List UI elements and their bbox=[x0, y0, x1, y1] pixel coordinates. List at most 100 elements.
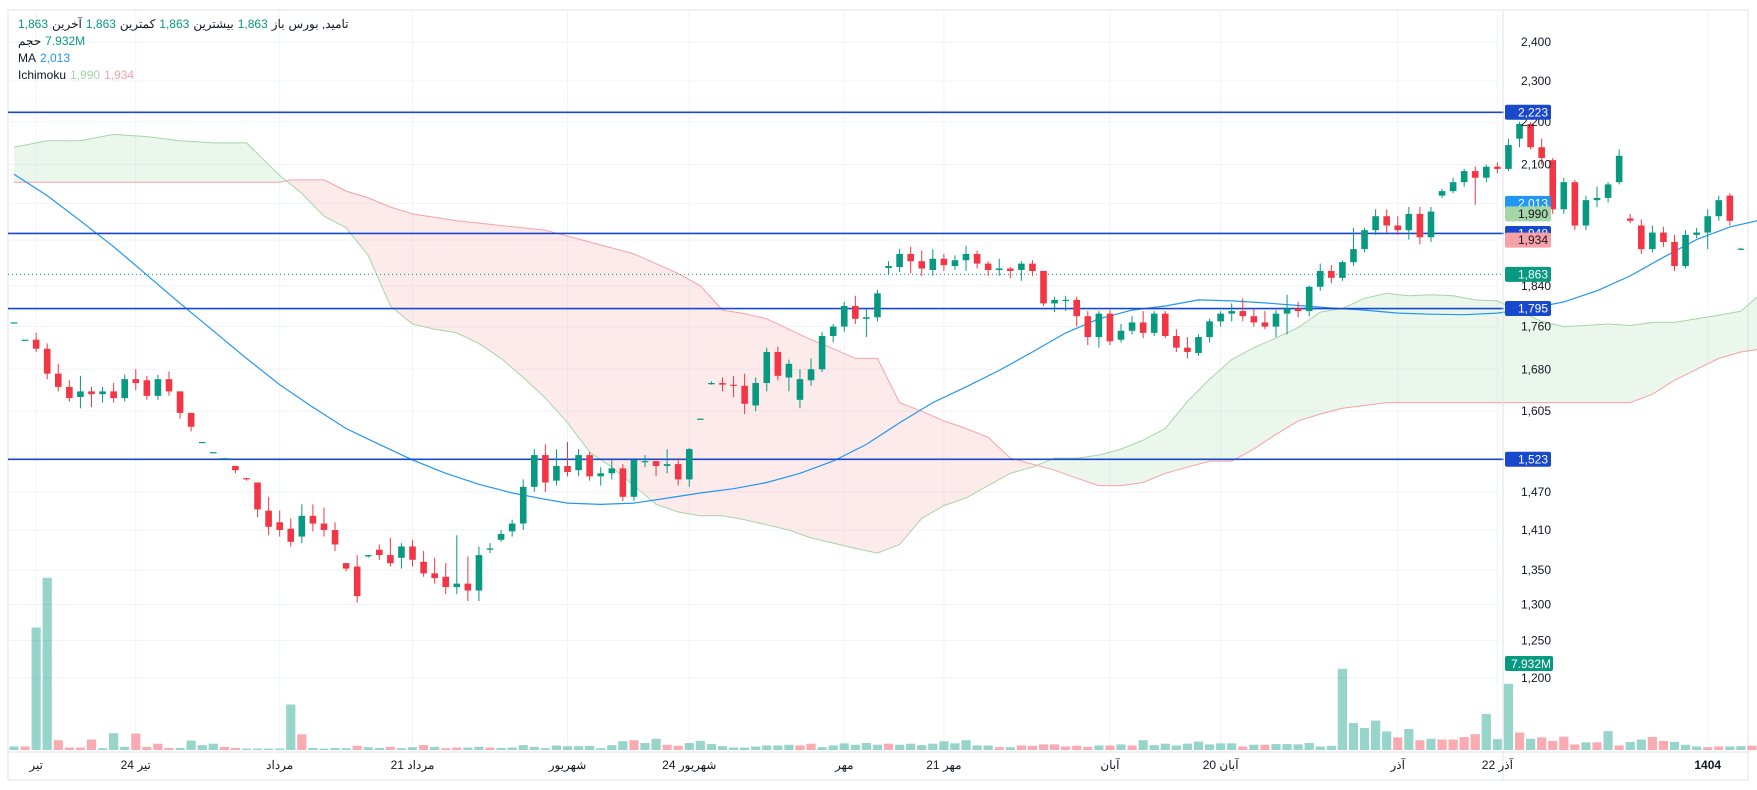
candle-body[interactable] bbox=[652, 461, 660, 466]
candle-body[interactable] bbox=[1704, 216, 1712, 233]
candle-body[interactable] bbox=[398, 546, 405, 558]
candle-body[interactable] bbox=[364, 555, 372, 557]
volume-bar[interactable] bbox=[518, 745, 528, 750]
candle-body[interactable] bbox=[674, 464, 682, 480]
candle-body[interactable] bbox=[896, 253, 903, 268]
candle-body[interactable] bbox=[1361, 230, 1368, 250]
candle-body[interactable] bbox=[1239, 311, 1247, 317]
candle-body[interactable] bbox=[530, 455, 538, 487]
candle-body[interactable] bbox=[1217, 313, 1224, 322]
volume-bar[interactable] bbox=[1658, 740, 1669, 750]
candle-body[interactable] bbox=[1416, 213, 1424, 238]
volume-bar[interactable] bbox=[928, 743, 938, 750]
volume-bar[interactable] bbox=[1559, 736, 1569, 750]
candle-body[interactable] bbox=[1383, 216, 1390, 226]
candle-body[interactable] bbox=[818, 336, 826, 370]
volume-bar[interactable] bbox=[1481, 713, 1491, 750]
candle-body[interactable] bbox=[1394, 225, 1402, 231]
candle-body[interactable] bbox=[840, 305, 848, 327]
candle-body[interactable] bbox=[265, 510, 272, 527]
candle-body[interactable] bbox=[43, 348, 51, 374]
candle-body[interactable] bbox=[110, 391, 117, 399]
volume-bar[interactable] bbox=[1315, 746, 1325, 751]
volume-bar[interactable] bbox=[1382, 731, 1392, 750]
volume-bar[interactable] bbox=[1105, 745, 1115, 750]
candle-body[interactable] bbox=[741, 385, 748, 404]
candle-body[interactable] bbox=[353, 566, 361, 597]
volume-bar[interactable] bbox=[164, 747, 174, 750]
candle-body[interactable] bbox=[1571, 182, 1579, 226]
volume-bar[interactable] bbox=[1592, 742, 1602, 750]
candle-body[interactable] bbox=[10, 322, 18, 324]
volume-bar[interactable] bbox=[275, 748, 285, 750]
volume-bar[interactable] bbox=[1249, 744, 1259, 750]
volume-bar[interactable] bbox=[1171, 745, 1181, 750]
volume-bar[interactable] bbox=[784, 744, 794, 750]
volume-bar[interactable] bbox=[1337, 668, 1347, 750]
volume-bar[interactable] bbox=[883, 743, 894, 750]
candle-body[interactable] bbox=[376, 549, 383, 556]
candle-body[interactable] bbox=[1494, 166, 1501, 169]
volume-bar[interactable] bbox=[1437, 739, 1447, 751]
volume-bar[interactable] bbox=[97, 748, 108, 750]
volume-bar[interactable] bbox=[1359, 727, 1370, 750]
candle-body[interactable] bbox=[752, 383, 759, 406]
volume-bar[interactable] bbox=[1736, 746, 1746, 750]
volume-bar[interactable] bbox=[1160, 743, 1170, 750]
volume-bar[interactable] bbox=[1282, 744, 1292, 750]
volume-bar[interactable] bbox=[529, 746, 539, 750]
volume-bar[interactable] bbox=[585, 745, 595, 750]
volume-bar[interactable] bbox=[1503, 683, 1514, 750]
volume-bar[interactable] bbox=[1083, 746, 1093, 750]
volume-bar[interactable] bbox=[662, 744, 672, 750]
candle-body[interactable] bbox=[1726, 195, 1734, 221]
candle-body[interactable] bbox=[807, 369, 815, 381]
candle-body[interactable] bbox=[331, 530, 339, 545]
volume-bar[interactable] bbox=[1525, 738, 1536, 750]
candle-body[interactable] bbox=[763, 351, 771, 384]
volume-bar[interactable] bbox=[418, 745, 429, 750]
volume-bar[interactable] bbox=[1049, 744, 1060, 750]
candle-body[interactable] bbox=[1671, 241, 1678, 267]
candle-body[interactable] bbox=[1637, 225, 1645, 250]
volume-bar[interactable] bbox=[1448, 739, 1458, 751]
candle-body[interactable] bbox=[708, 383, 715, 385]
candle-body[interactable] bbox=[1007, 268, 1014, 271]
candle-body[interactable] bbox=[796, 379, 804, 400]
volume-bar[interactable] bbox=[1393, 737, 1403, 750]
candle-body[interactable] bbox=[1128, 322, 1136, 331]
candle-body[interactable] bbox=[962, 253, 970, 261]
volume-bar[interactable] bbox=[1647, 737, 1657, 750]
candle-body[interactable] bbox=[608, 468, 616, 474]
volume-bar[interactable] bbox=[1636, 739, 1646, 751]
candle-body[interactable] bbox=[1095, 313, 1103, 338]
candle-body[interactable] bbox=[420, 561, 427, 574]
candle-body[interactable] bbox=[431, 573, 438, 579]
candle-body[interactable] bbox=[1062, 299, 1069, 302]
volume-bar[interactable] bbox=[230, 747, 240, 750]
candle-body[interactable] bbox=[1560, 182, 1568, 210]
candle-body[interactable] bbox=[1328, 270, 1335, 278]
candle-body[interactable] bbox=[1626, 218, 1634, 221]
volume-bar[interactable] bbox=[485, 747, 495, 750]
candle-body[interactable] bbox=[77, 391, 84, 397]
candle-body[interactable] bbox=[1715, 200, 1723, 217]
candle-body[interactable] bbox=[1427, 211, 1435, 238]
volume-bar[interactable] bbox=[31, 627, 41, 751]
candle-body[interactable] bbox=[121, 379, 128, 399]
volume-bar[interactable] bbox=[1293, 744, 1303, 750]
candle-body[interactable] bbox=[1339, 262, 1346, 278]
candle-body[interactable] bbox=[1460, 171, 1468, 183]
volume-bar[interactable] bbox=[507, 747, 517, 750]
volume-bar[interactable] bbox=[496, 747, 506, 750]
volume-bar[interactable] bbox=[120, 746, 130, 750]
volume-bar[interactable] bbox=[474, 746, 484, 750]
volume-bar[interactable] bbox=[717, 746, 728, 750]
volume-bar[interactable] bbox=[740, 747, 750, 750]
volume-bar[interactable] bbox=[1127, 745, 1137, 750]
candle-body[interactable] bbox=[254, 482, 261, 510]
volume-bar[interactable] bbox=[330, 747, 340, 750]
volume-bar[interactable] bbox=[684, 743, 694, 750]
